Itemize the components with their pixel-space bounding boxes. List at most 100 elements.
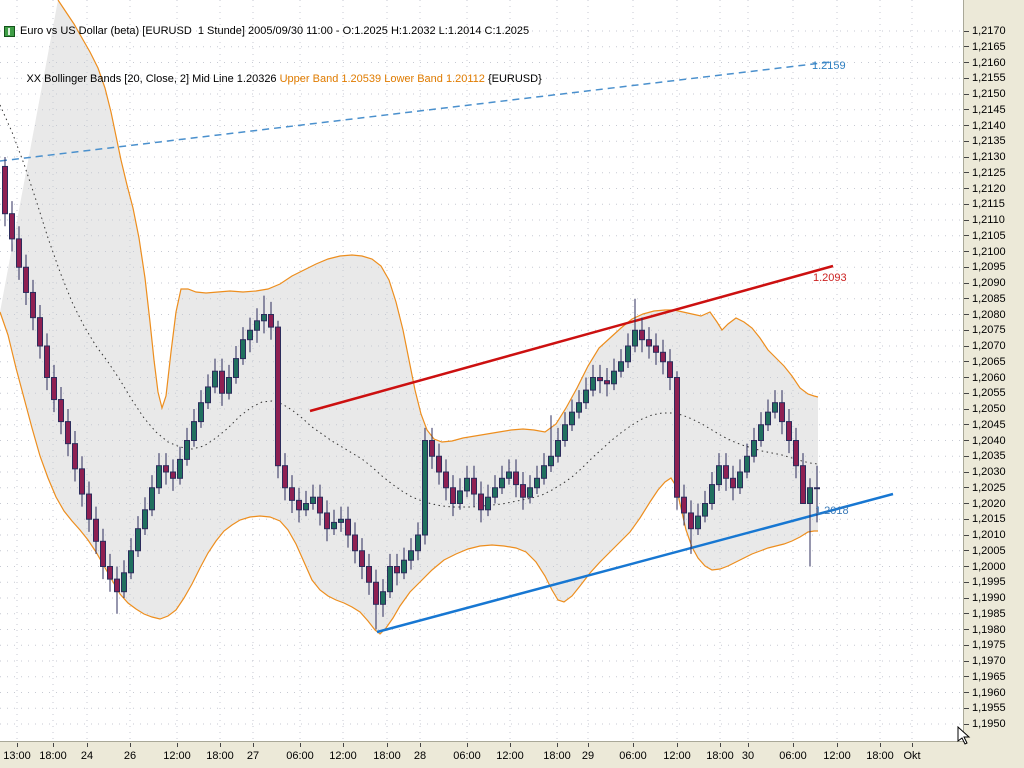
y-axis-label: 1,2150 bbox=[964, 88, 1006, 100]
candle-body bbox=[191, 421, 197, 442]
y-axis-tick bbox=[964, 503, 969, 505]
price-axis[interactable]: 1,2170 1,2165 1,2160 1,2155 1,2150 1,2145 1,21… bbox=[964, 0, 1024, 741]
x-axis-tick bbox=[253, 743, 254, 747]
candle-body bbox=[296, 499, 302, 511]
y-axis-tick bbox=[964, 314, 969, 316]
y-axis-label: 1,1955 bbox=[964, 702, 1006, 714]
candle-body bbox=[681, 496, 687, 514]
y-axis-label: 1,2165 bbox=[964, 41, 1006, 53]
y-axis-tick bbox=[964, 487, 969, 489]
candle-body bbox=[198, 402, 204, 423]
candle-body bbox=[499, 477, 505, 489]
candle-body bbox=[275, 326, 281, 467]
y-axis-label: 1,1970 bbox=[964, 655, 1006, 667]
candle-body bbox=[548, 455, 554, 467]
chart-header: Euro vs US Dollar (beta) [EURUSD 1 Stund… bbox=[2, 1, 542, 121]
y-axis-tick bbox=[964, 329, 969, 331]
x-axis-label: 18:00 bbox=[206, 750, 234, 762]
y-axis-tick bbox=[964, 298, 969, 300]
y-axis-tick bbox=[964, 93, 969, 95]
candle-body bbox=[744, 455, 750, 473]
y-axis-label: 1,2035 bbox=[964, 450, 1006, 462]
y-axis-label: 1,2020 bbox=[964, 498, 1006, 510]
candle-body bbox=[723, 465, 729, 479]
candle-body bbox=[569, 411, 575, 426]
candle-body bbox=[527, 487, 533, 498]
candle-body bbox=[555, 440, 561, 457]
y-axis-tick bbox=[964, 282, 969, 284]
y-axis-label: 1,2005 bbox=[964, 545, 1006, 557]
candle-body bbox=[65, 421, 71, 445]
candle-body bbox=[513, 471, 519, 486]
candle-body bbox=[415, 534, 421, 552]
candle-body bbox=[114, 578, 120, 593]
y-axis-tick bbox=[964, 597, 969, 599]
y-axis-label: 1,2105 bbox=[964, 230, 1006, 242]
y-axis-label: 1,1975 bbox=[964, 639, 1006, 651]
candle-body bbox=[289, 487, 295, 501]
plot-area[interactable]: Euro vs US Dollar (beta) [EURUSD 1 Stund… bbox=[0, 0, 964, 742]
candle-body bbox=[254, 320, 260, 331]
x-axis-tick bbox=[17, 743, 18, 747]
candle-body bbox=[450, 487, 456, 504]
candle-body bbox=[366, 566, 372, 583]
candle-body bbox=[807, 487, 813, 504]
x-axis-label: 12:00 bbox=[329, 750, 357, 762]
candle-body bbox=[639, 329, 645, 341]
x-axis-tick bbox=[720, 743, 721, 747]
candle-body bbox=[128, 550, 134, 574]
x-axis-label: 27 bbox=[246, 750, 260, 762]
bollinger-mid-line bbox=[0, 104, 819, 508]
y-axis-label: 1,2090 bbox=[964, 277, 1006, 289]
resistance-projection-dashed-label[interactable]: 1.2159 bbox=[812, 60, 846, 72]
candle-body bbox=[149, 487, 155, 511]
candle-body bbox=[135, 528, 141, 552]
y-axis-tick bbox=[964, 629, 969, 631]
candle-body bbox=[506, 471, 512, 479]
candle-body bbox=[485, 496, 491, 511]
x-axis-label: 24 bbox=[80, 750, 94, 762]
candle-body bbox=[800, 465, 806, 505]
candle-body bbox=[44, 345, 50, 378]
x-axis-label: 30 bbox=[741, 750, 755, 762]
price-chart-canvas[interactable] bbox=[0, 0, 963, 741]
candle-body bbox=[618, 361, 624, 372]
y-axis-tick bbox=[964, 676, 969, 678]
time-axis[interactable]: 13:00 18:00 24 26 12:00 18:00 27 06:00 12:00 18:0… bbox=[0, 742, 1024, 768]
candle-body bbox=[23, 266, 29, 293]
candle-body bbox=[758, 424, 764, 441]
y-axis-label: 1,2110 bbox=[964, 214, 1005, 226]
candle-body bbox=[632, 329, 638, 347]
y-axis-tick bbox=[964, 377, 969, 379]
x-axis-tick bbox=[588, 743, 589, 747]
candle-body bbox=[394, 566, 400, 574]
y-axis-label: 1,2080 bbox=[964, 309, 1006, 321]
resistance-trendline-label[interactable]: 1.2093 bbox=[813, 272, 847, 284]
y-axis-tick bbox=[964, 566, 969, 568]
y-axis-tick bbox=[964, 156, 969, 158]
candle-body bbox=[737, 471, 743, 489]
y-axis-label: 1,1960 bbox=[964, 687, 1006, 699]
x-axis-label: 26 bbox=[123, 750, 137, 762]
candle-body bbox=[471, 477, 477, 495]
candle-body bbox=[541, 465, 547, 479]
y-axis-tick bbox=[964, 361, 969, 363]
x-axis-label: 18:00 bbox=[706, 750, 734, 762]
instrument-icon bbox=[4, 25, 15, 37]
x-axis-tick bbox=[793, 743, 794, 747]
candle-body bbox=[261, 314, 267, 322]
y-axis-label: 1,2100 bbox=[964, 246, 1006, 258]
support-trendline-label[interactable]: 1.2018 bbox=[815, 505, 849, 517]
candle-body bbox=[184, 440, 190, 460]
y-axis-label: 1,1950 bbox=[964, 718, 1006, 730]
x-axis-tick bbox=[677, 743, 678, 747]
y-axis-label: 1,2135 bbox=[964, 135, 1006, 147]
y-axis-label: 1,2140 bbox=[964, 120, 1006, 132]
y-axis-label: 1,2125 bbox=[964, 167, 1006, 179]
x-axis-tick bbox=[837, 743, 838, 747]
candle-body bbox=[625, 345, 631, 363]
x-axis-tick bbox=[343, 743, 344, 747]
x-axis-tick bbox=[387, 743, 388, 747]
candle-body bbox=[814, 487, 820, 490]
candle-body bbox=[478, 493, 484, 511]
